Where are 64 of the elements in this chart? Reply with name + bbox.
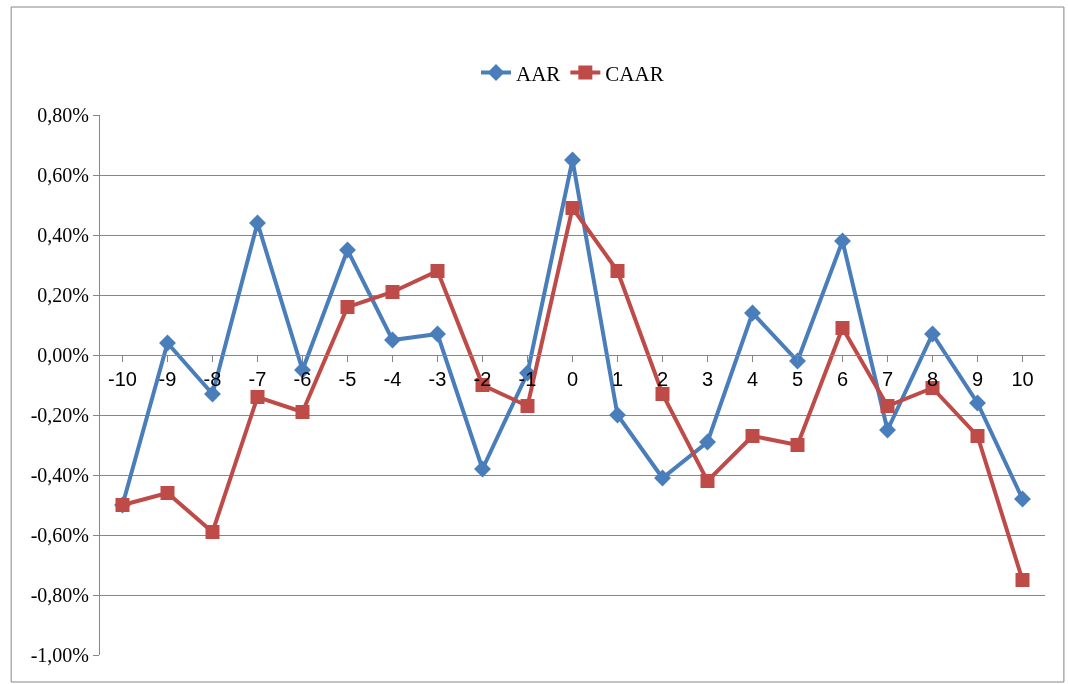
point bbox=[834, 232, 851, 250]
point bbox=[340, 300, 355, 314]
point bbox=[295, 405, 310, 419]
point bbox=[969, 394, 986, 412]
x-tick-label: 9 bbox=[971, 368, 984, 390]
point bbox=[655, 387, 670, 401]
x-tick-label: -1 bbox=[518, 368, 537, 390]
point bbox=[385, 285, 400, 299]
point bbox=[835, 321, 850, 335]
point bbox=[160, 486, 175, 500]
point bbox=[249, 214, 266, 232]
x-tick-label: 5 bbox=[791, 368, 804, 390]
point bbox=[204, 385, 221, 403]
x-tick-label: -9 bbox=[158, 368, 177, 390]
x-tick-label: 1 bbox=[611, 368, 624, 390]
point bbox=[565, 201, 580, 215]
x-tick-label: 4 bbox=[746, 368, 759, 390]
point bbox=[610, 264, 625, 278]
x-tick-label: 10 bbox=[1011, 368, 1034, 390]
x-tick-label: -5 bbox=[338, 368, 357, 390]
point bbox=[429, 325, 446, 343]
y-tick-label: 0,20% bbox=[37, 284, 89, 306]
x-tick-label: 0 bbox=[566, 368, 579, 390]
y-tick-label: 0,00% bbox=[37, 344, 89, 366]
y-tick-label: 0,40% bbox=[37, 224, 89, 246]
point bbox=[339, 241, 356, 259]
y-tick-label: 0,80% bbox=[37, 104, 89, 126]
point bbox=[879, 421, 896, 439]
x-tick-label: 2 bbox=[656, 368, 669, 390]
y-tick-label: -0,40% bbox=[30, 464, 89, 486]
point bbox=[250, 390, 265, 404]
point bbox=[205, 525, 220, 539]
point bbox=[609, 406, 626, 424]
point bbox=[159, 334, 176, 352]
point bbox=[1014, 490, 1031, 508]
x-tick-label: -4 bbox=[383, 368, 402, 390]
point bbox=[700, 474, 715, 488]
point bbox=[1015, 573, 1030, 587]
point bbox=[430, 264, 445, 278]
x-tick-label: 6 bbox=[836, 368, 849, 390]
y-tick-label: -1,00% bbox=[30, 644, 89, 666]
point bbox=[474, 460, 491, 478]
point bbox=[745, 429, 760, 443]
y-tick-label: -0,80% bbox=[30, 584, 89, 606]
x-tick-label: -7 bbox=[248, 368, 267, 390]
x-tick-label: -10 bbox=[108, 368, 137, 390]
legend-label: CAAR bbox=[605, 61, 664, 86]
y-tick-label: 0,60% bbox=[37, 164, 89, 186]
legend-label: AAR bbox=[516, 61, 561, 86]
x-tick-label: -3 bbox=[428, 368, 447, 390]
point bbox=[699, 433, 716, 451]
point bbox=[744, 304, 761, 322]
x-tick-label: 3 bbox=[701, 368, 714, 390]
point bbox=[520, 399, 535, 413]
point bbox=[924, 325, 941, 343]
point bbox=[384, 331, 401, 349]
x-tick-label: 7 bbox=[881, 368, 894, 390]
point bbox=[790, 438, 805, 452]
x-tick-label: -6 bbox=[293, 368, 312, 390]
point bbox=[970, 429, 985, 443]
point bbox=[654, 469, 671, 487]
y-tick-label: -0,60% bbox=[30, 524, 89, 546]
point bbox=[880, 399, 895, 413]
y-tick-label: -0,20% bbox=[30, 404, 89, 426]
